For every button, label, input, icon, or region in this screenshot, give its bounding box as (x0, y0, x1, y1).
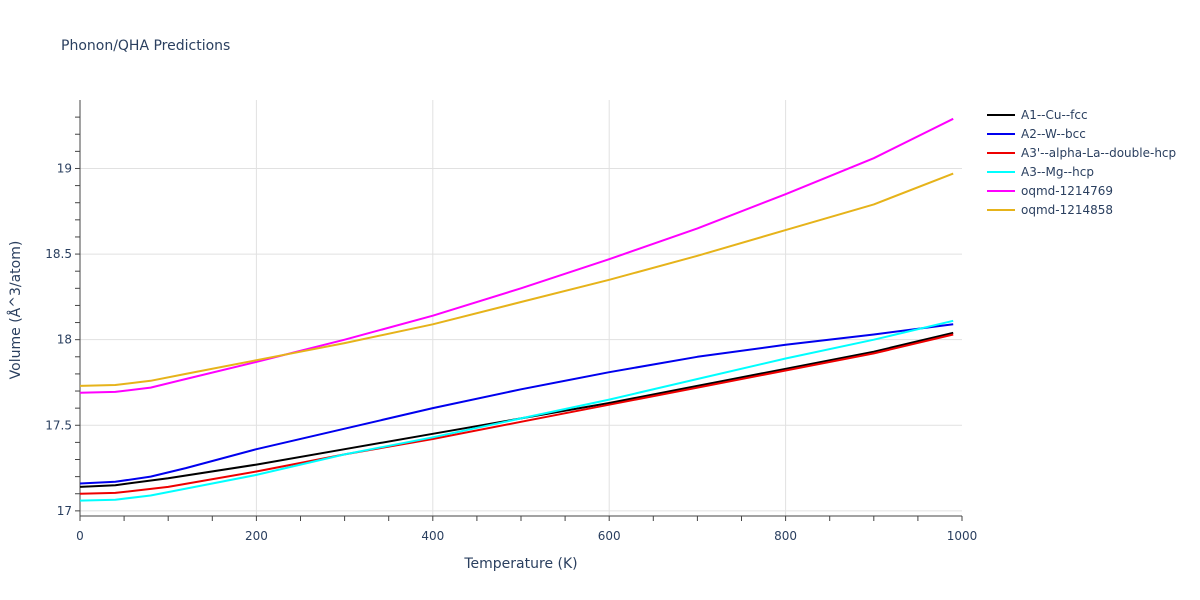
legend-item[interactable]: oqmd-1214769 (987, 184, 1113, 198)
legend-label: oqmd-1214858 (1021, 203, 1113, 217)
y-axis-title: Volume (Å^3/atom) (7, 241, 24, 380)
legend-label: oqmd-1214769 (1021, 184, 1113, 198)
y-tick-label: 19 (57, 161, 72, 175)
axes (75, 100, 963, 521)
x-tick-label: 1000 (947, 529, 978, 543)
legend-label: A3'--alpha-La--double-hcp (1021, 146, 1176, 160)
series-line-oqmd-1214769 (79, 117, 954, 394)
series-line-A2--W--bcc (79, 323, 954, 485)
legend-item[interactable]: A3'--alpha-La--double-hcp (987, 146, 1176, 160)
legend-item[interactable]: A3--Mg--hcp (987, 165, 1094, 179)
x-tick-label: 200 (245, 529, 268, 543)
y-tick-label: 18.5 (45, 247, 72, 261)
series-line-oqmd-1214858 (79, 172, 954, 387)
series-line-A1--Cu--fcc (79, 331, 954, 488)
x-tick-label: 800 (774, 529, 797, 543)
x-axis-title: Temperature (K) (463, 556, 577, 572)
legend-label: A3--Mg--hcp (1021, 165, 1094, 179)
y-tick-labels: 17 17.5 18 18.5 19 (45, 161, 72, 517)
chart-title: Phonon/QHA Predictions (61, 38, 230, 54)
series-line-A3--Mg--hcp (79, 319, 954, 502)
legend-item[interactable]: oqmd-1214858 (987, 203, 1113, 217)
legend-item[interactable]: A2--W--bcc (987, 127, 1086, 141)
series-line-A3'--alpha-La--double-hcp (79, 333, 954, 495)
series-lines (79, 117, 954, 502)
legend-label: A2--W--bcc (1021, 127, 1086, 141)
x-tick-labels: 0 200 400 600 800 1000 (76, 529, 977, 543)
legend-label: A1--Cu--fcc (1021, 108, 1088, 122)
y-tick-label: 17.5 (45, 418, 72, 432)
grid-lines (80, 100, 962, 516)
x-tick-label: 600 (598, 529, 621, 543)
legend[interactable]: A1--Cu--fcc A2--W--bcc A3'--alpha-La--doub… (987, 108, 1176, 217)
x-tick-label: 400 (421, 529, 444, 543)
y-tick-label: 17 (57, 504, 72, 518)
x-tick-label: 0 (76, 529, 84, 543)
legend-item[interactable]: A1--Cu--fcc (987, 108, 1088, 122)
y-tick-label: 18 (57, 333, 72, 347)
